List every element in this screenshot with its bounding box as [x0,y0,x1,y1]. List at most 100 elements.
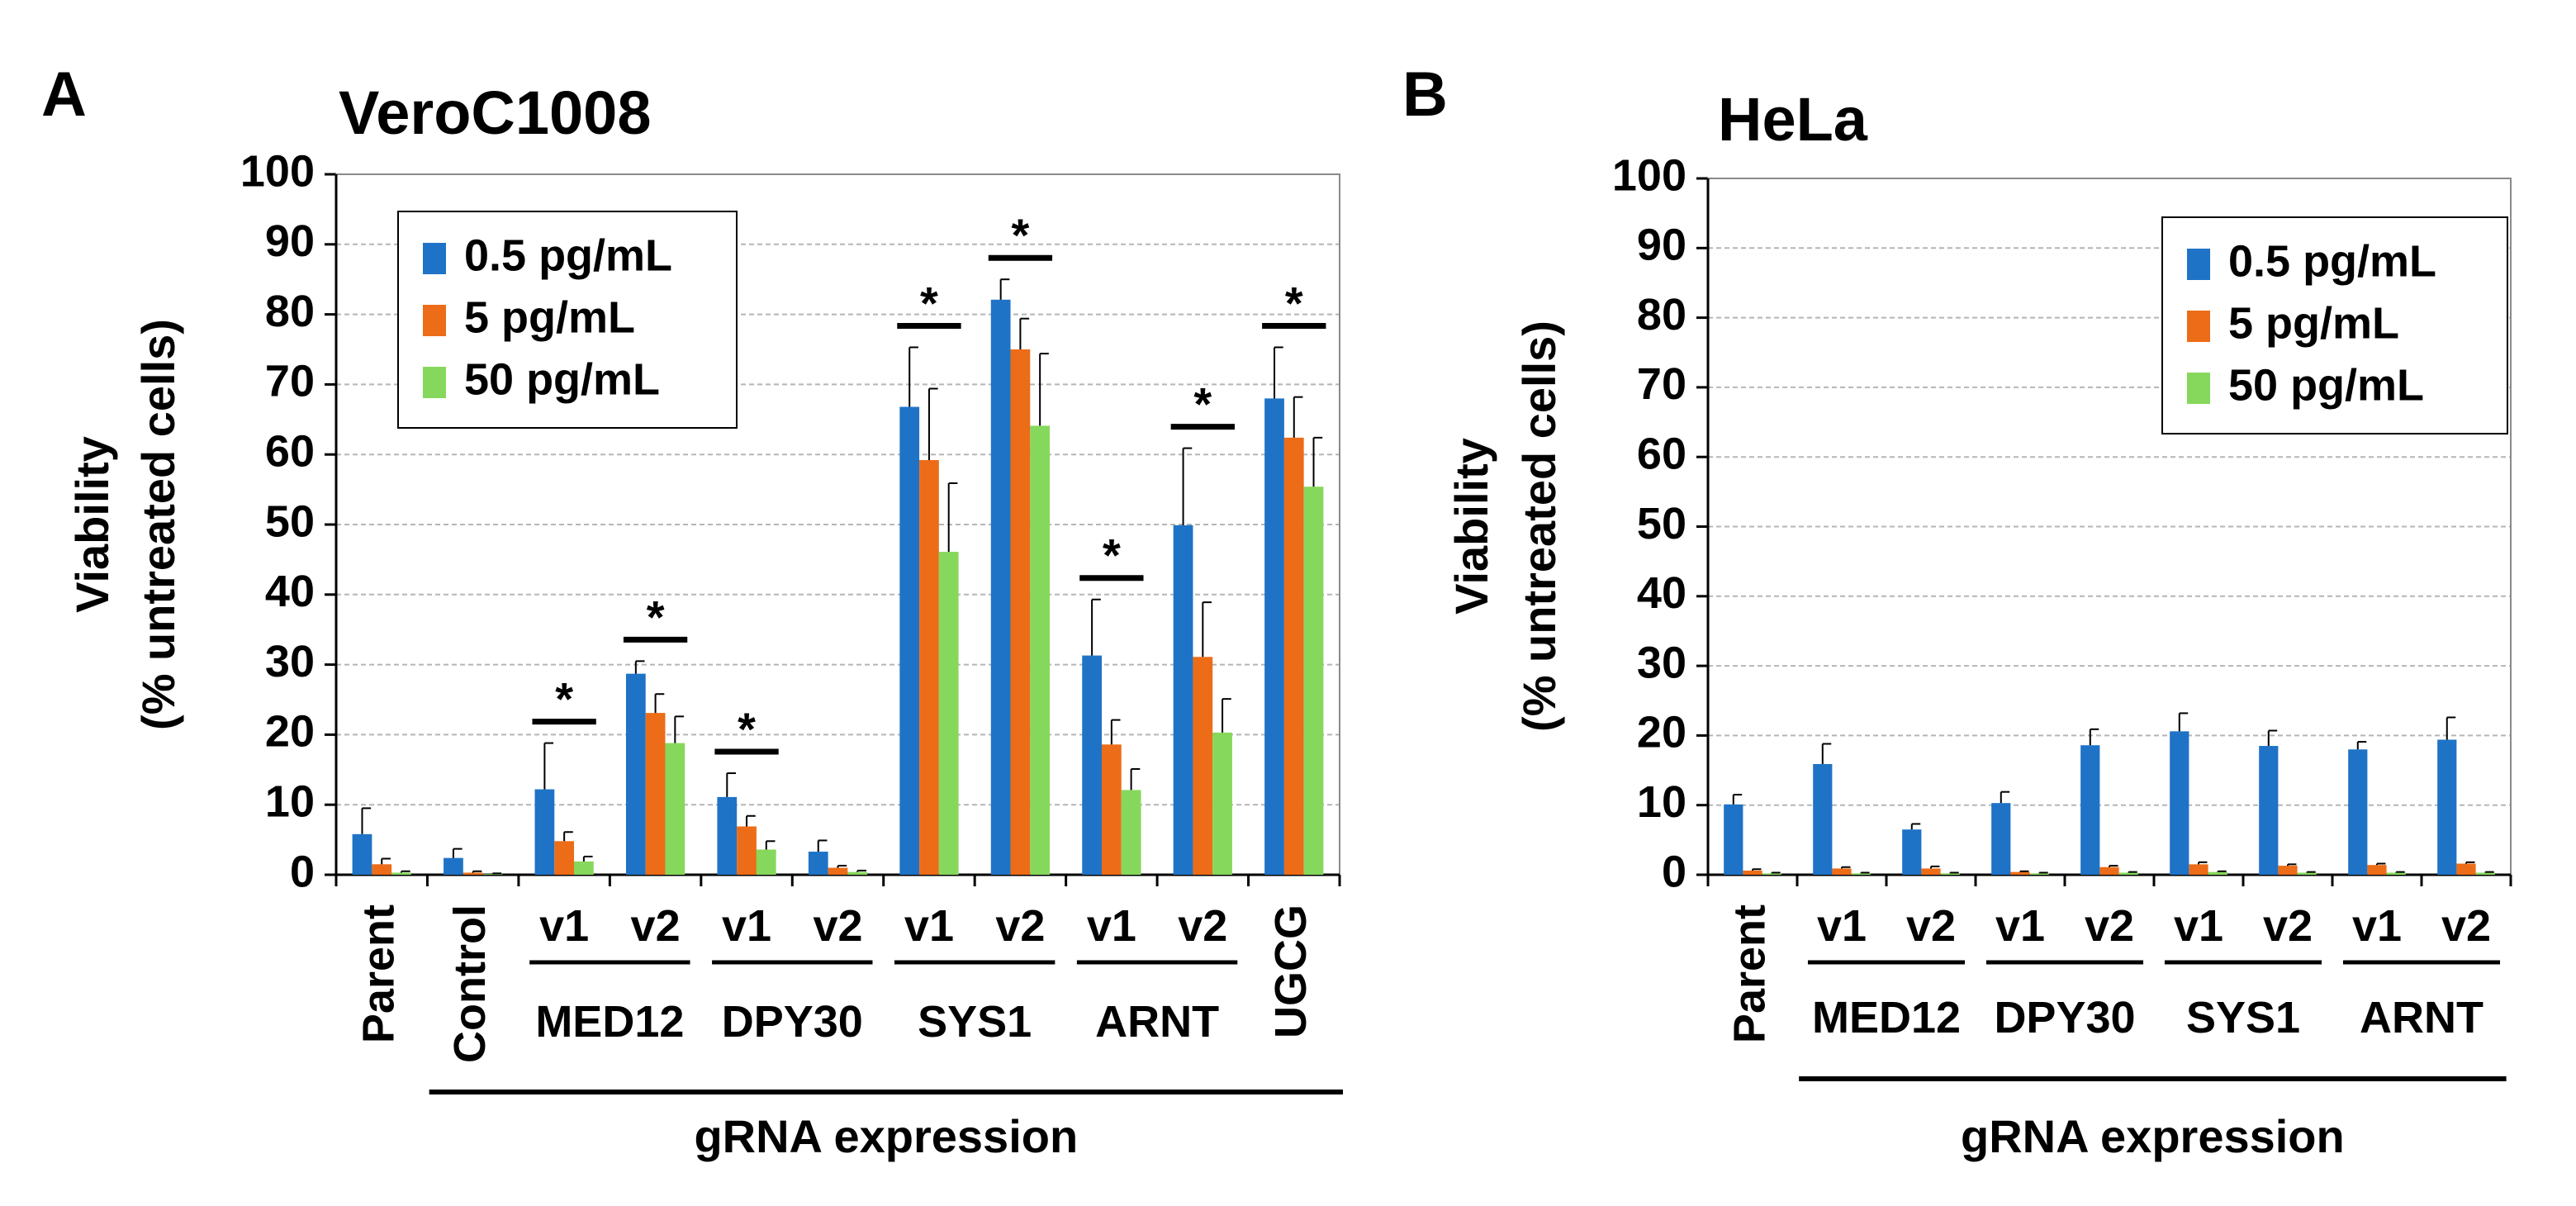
bar [756,849,776,875]
legend-label: 0.5 pg/mL [464,230,672,280]
x-category-label: v1 [539,901,589,951]
legend-box [2161,216,2508,434]
gene-group-label: SYS1 [918,997,1032,1047]
bar [1082,655,1102,875]
y-axis-subtitle: (% untreated cells) [1513,320,1565,732]
bar [1762,873,1781,875]
legend-box [397,211,738,429]
significance-marker: * [1193,378,1212,430]
y-axis-title: Viability [1445,438,1497,615]
x-category-label: v1 [2352,901,2402,951]
bar [1193,657,1213,875]
bar [534,789,555,875]
bar [1101,744,1122,875]
legend-label: 50 pg/mL [464,354,660,404]
x-category-label: v2 [1178,901,1227,951]
y-tick-label: 0 [290,847,315,896]
x-category-label: v1 [904,901,954,951]
chart-title: HeLa [1718,85,1868,154]
y-tick-label: 70 [265,357,315,406]
bar [2278,866,2298,875]
bar [1212,732,1232,875]
bar [1283,437,1304,875]
significance-marker: * [738,703,756,755]
bar [1902,829,1922,875]
panel-a-veroc1008: A VeroC1008 Viability (% untreated cells) 0 1… [41,59,1343,1162]
bar [444,857,463,875]
gene-group-label: ARNT [2360,993,2483,1042]
y-tick-label: 40 [265,567,315,616]
bar [808,852,828,875]
bar [2189,864,2208,875]
legend-label: 0.5 pg/mL [2228,236,2436,286]
bar [2170,731,2189,875]
x-category-label: v2 [631,901,681,951]
y-tick-label: 60 [1637,429,1686,478]
y-tick-label: 80 [265,287,315,336]
significance-marker: * [1103,529,1121,582]
chart-title: VeroC1008 [339,78,652,147]
bar [2080,745,2100,875]
bar [2029,873,2049,875]
bar [938,552,959,875]
x-category-label: v1 [2174,901,2223,951]
x-category-label: Parent [1724,904,1774,1043]
y-tick-label: 20 [265,707,315,757]
x-category-label: v1 [1995,901,2045,951]
legend-swatch [2187,311,2210,342]
bar [828,867,848,875]
bar [2348,749,2368,875]
bar [717,796,738,875]
bar [2099,867,2119,875]
y-tick-label: 90 [1637,221,1686,270]
y-axis-title: Viability [66,436,118,613]
significance-marker: * [920,277,938,329]
x-category-label: v1 [1817,901,1867,951]
legend: 0.5 pg/mL 5 pg/mL 50 pg/mL [2161,216,2508,434]
x-category-label: UGCG [1266,904,1316,1038]
bar [899,406,920,875]
x-category-label: v2 [2085,901,2134,951]
bar [2118,872,2138,875]
significance-marker: * [647,591,665,643]
bar [2456,863,2476,875]
x-category-label: v2 [2441,901,2491,951]
gene-group-label: DPY30 [1994,993,2135,1042]
y-tick-label: 20 [1637,708,1686,757]
legend-label: 5 pg/mL [2228,298,2399,348]
y-tick-label: 100 [240,146,315,196]
bar [1940,873,1960,875]
gene-group-label: ARNT [1095,997,1219,1047]
x-category-label: Parent [353,904,403,1043]
y-tick-label: 100 [1612,150,1686,200]
x-category-label: v2 [2263,901,2313,951]
bar [463,872,483,875]
bar [1743,870,1762,875]
y-tick-label: 40 [1637,568,1686,618]
x-category-label: v1 [722,901,771,951]
legend-swatch [2187,249,2210,280]
y-tick-label: 0 [1662,847,1686,896]
bar [1991,803,2011,875]
significance-marker: * [1285,277,1303,329]
y-tick-label: 10 [265,776,315,826]
legend-swatch [423,243,446,274]
bar [2475,872,2495,875]
significance-marker: * [555,673,573,725]
bar [2437,739,2457,875]
x-axis-title: gRNA expression [1961,1110,2345,1162]
bar [990,299,1011,875]
gene-group-label: MED12 [1812,993,1961,1042]
bar [2367,865,2387,875]
gene-group-label: MED12 [535,997,684,1047]
bar [352,833,372,875]
bar [554,841,575,875]
legend-label: 50 pg/mL [2228,360,2424,410]
bar [372,864,392,875]
bar [919,459,939,875]
bar [1832,868,1852,875]
x-category-label: v2 [995,901,1045,951]
bar [1264,398,1284,875]
gene-group-label: SYS1 [2186,993,2300,1042]
